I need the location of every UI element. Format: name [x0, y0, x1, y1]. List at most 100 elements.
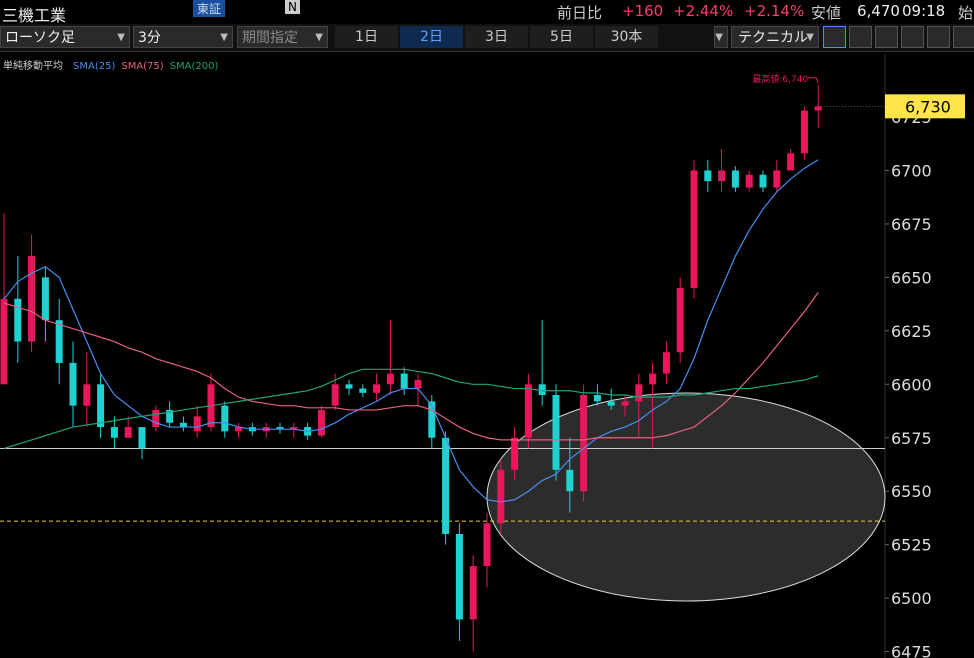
highlight-ellipse: [486, 392, 886, 602]
candle-body: [97, 384, 105, 428]
candle-body: [552, 394, 560, 470]
candle-body: [773, 170, 781, 188]
candle-body: [483, 523, 491, 567]
candle-body: [14, 298, 22, 342]
header: 三機工業 東証 N 前日比 +160 +2.44% +2.14% 安値 6,47…: [0, 0, 974, 25]
candle-body: [745, 174, 753, 188]
candle-body: [41, 277, 49, 321]
candle-body: [345, 384, 353, 389]
range-button[interactable]: 2日: [400, 26, 463, 48]
area-icon[interactable]: [901, 26, 924, 48]
technical[interactable]: テクニカル: [731, 26, 819, 49]
candle-body: [524, 384, 532, 438]
y-tick-label: 6675: [891, 215, 932, 234]
high-annotation: 最高値:6,740: [752, 73, 808, 85]
legend-entry: SMA(25): [73, 61, 115, 72]
high-arrow: [808, 77, 819, 84]
badge: N: [285, 0, 300, 14]
candle-body: [731, 170, 739, 188]
candle-body: [607, 401, 615, 406]
candle-body: [676, 288, 684, 353]
folder-icon[interactable]: [953, 26, 974, 48]
candle-body: [179, 422, 187, 428]
candle-body: [635, 384, 643, 402]
candle-body: [469, 566, 477, 620]
change-pct: +2.44%: [673, 2, 734, 20]
candle-body: [221, 405, 229, 432]
y-tick-label: 6625: [891, 322, 932, 341]
candle-body: [83, 384, 91, 406]
candle-body: [511, 437, 519, 470]
change-pct2: +2.14%: [744, 2, 805, 20]
candle-body: [455, 533, 463, 620]
candle-body: [442, 437, 450, 534]
candle-body: [593, 394, 601, 402]
candle-body: [580, 394, 588, 492]
y-tick-label: 6650: [891, 268, 932, 287]
candle-body: [359, 388, 367, 393]
legend-title: 単純移動平均: [3, 59, 63, 72]
y-tick-label: 6550: [891, 482, 932, 501]
legend-entry: SMA(200): [170, 61, 219, 72]
y-tick-label: 6700: [891, 161, 932, 180]
candle-body: [28, 256, 36, 342]
sma-line: [3, 368, 819, 450]
range-button[interactable]: 3日: [465, 26, 528, 48]
price-tag: [885, 94, 965, 119]
change-label: 前日比: [557, 4, 603, 22]
candle-body: [152, 409, 160, 428]
candle-body: [662, 352, 670, 374]
price-label: 6,730: [905, 97, 951, 116]
candle-body: [317, 409, 325, 436]
candle-body: [276, 427, 284, 430]
candle-body: [538, 384, 546, 395]
open-label: 始: [958, 4, 974, 22]
range-button[interactable]: 5日: [530, 26, 593, 48]
candle-body: [235, 427, 243, 432]
candle-body: [138, 427, 146, 449]
candle-body: [166, 409, 174, 423]
chart-type[interactable]: ローソク足: [0, 26, 130, 49]
save-icon[interactable]: [927, 26, 950, 48]
candle-body: [400, 373, 408, 389]
legend: 単純移動平均 SMA(25) SMA(75) SMA(200): [3, 59, 218, 72]
candle-body: [759, 174, 767, 188]
low: 6,470: [857, 2, 900, 20]
candle-body: [566, 469, 574, 492]
zoom-icon[interactable]: [849, 26, 872, 48]
interval[interactable]: 3分: [133, 26, 233, 49]
chart: 単純移動平均 SMA(25) SMA(75) SMA(200) 6475 6500 652…: [0, 54, 965, 658]
candle-body: [290, 427, 298, 430]
legend-entry: SMA(75): [121, 61, 163, 72]
candle-body: [621, 401, 629, 406]
candle-body: [124, 427, 132, 438]
candle-body: [414, 380, 422, 389]
candle-body: [428, 401, 436, 438]
y-tick-label: 6575: [891, 429, 932, 448]
exchange: 東証: [193, 0, 226, 17]
range-button[interactable]: 30本: [595, 26, 658, 48]
candle-body: [718, 170, 726, 182]
candle-body: [497, 469, 505, 524]
candle-body: [55, 320, 63, 363]
out-icon[interactable]: [875, 26, 898, 48]
candle-body: [69, 362, 77, 406]
title: 三機工業: [2, 6, 67, 25]
candle-body: [787, 153, 795, 171]
change: +160: [622, 2, 664, 20]
range-button[interactable]: 1日: [335, 26, 398, 48]
y-tick-label: 6525: [891, 536, 932, 555]
draw-icon[interactable]: [823, 26, 846, 48]
low-label: 安値: [811, 4, 842, 22]
candle-body: [110, 427, 118, 438]
more[interactable]: [714, 26, 728, 49]
candle-body: [331, 384, 339, 406]
y-tick-label: 6500: [891, 589, 932, 608]
sma-line: [3, 159, 819, 503]
period[interactable]: 期間指定: [237, 26, 328, 49]
sma-line: [3, 292, 819, 441]
candle-body: [373, 384, 381, 393]
candle-body: [704, 170, 712, 182]
candle-body: [0, 298, 8, 385]
